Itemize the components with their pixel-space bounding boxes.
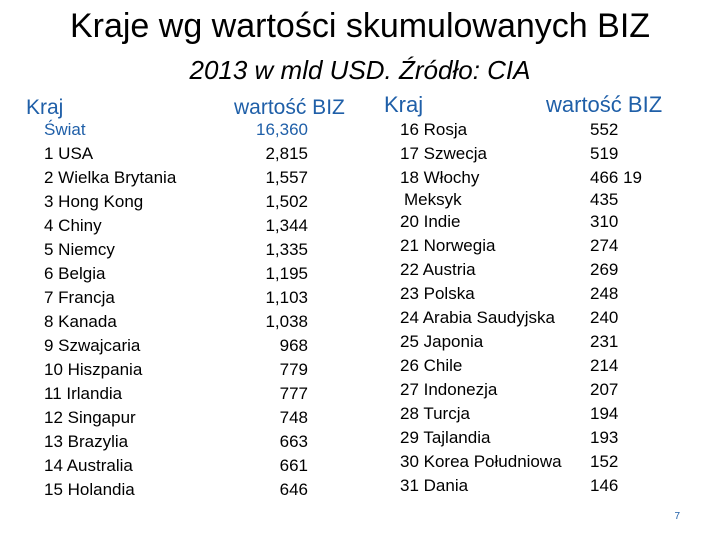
left-row-value: 779 [279,360,308,379]
right-value-list: 552 519 466 19 435 310 274 269 248 240 2… [590,118,642,498]
left-row-label: 1 USA [44,144,94,163]
right-row-label: 17 Szwecja [400,144,487,163]
right-row-value: 552 [590,120,619,139]
left-row-value: 1,557 [265,168,308,187]
left-row-value: 1,103 [265,288,308,307]
right-row-label: 28 Turcja [400,404,470,423]
left-row-label: 15 Holandia [44,480,135,499]
right-row-value: 519 [590,144,619,163]
page-number: 7 [674,511,680,522]
right-row-value: 207 [590,380,619,399]
right-row-label: 20 Indie [400,212,461,231]
left-row-label: 13 Brazylia [44,432,129,451]
right-row-value: 193 [590,428,619,447]
right-row-label: 21 Norwegia [400,236,496,255]
left-row-label: 6 Belgia [44,264,106,283]
right-row-value: 152 [590,452,619,471]
right-row-value: 269 [590,260,619,279]
left-row-value: 968 [279,336,308,355]
right-row-value: 240 [590,308,619,327]
right-row-value: 274 [590,236,619,255]
right-row-value: 310 [590,212,619,231]
right-row-value: 466 19 [590,168,642,187]
left-header-value: wartość BIZ [234,96,345,119]
left-row-label: 14 Australia [44,456,133,475]
left-row-value: 2,815 [265,144,308,163]
right-row-label: 22 Austria [400,260,476,279]
right-row-value: 194 [590,404,619,423]
right-row-label: 23 Polska [400,284,475,303]
right-header-value: wartość BIZ [546,92,663,117]
left-row-value: 1,335 [265,240,308,259]
left-row-value: 1,502 [265,192,308,211]
left-row-label: 5 Niemcy [44,240,115,259]
left-value-list: 16,360 2,815 1,557 1,502 1,344 1,335 1,1… [236,118,308,502]
left-row-value: 16,360 [256,120,308,139]
left-row-value: 748 [279,408,308,427]
right-row-label: Meksyk [404,190,462,209]
right-row-label: 26 Chile [400,356,463,375]
right-country-list: 16 Rosja 17 Szwecja 18 Włochy Meksyk 20 … [400,118,562,498]
left-row-label: 12 Singapur [44,408,136,427]
left-row-label: 8 Kanada [44,312,117,331]
left-country-list: Świat 1 USA 2 Wielka Brytania 3 Hong Kon… [44,118,176,502]
right-row-label: 30 Korea Południowa [400,452,562,471]
right-row-value: 248 [590,284,619,303]
left-row-value: 661 [279,456,308,475]
right-row-label: 16 Rosja [400,120,468,139]
left-row-label: 3 Hong Kong [44,192,144,211]
right-row-value: 231 [590,332,619,351]
slide-title: Kraje wg wartości skumulowanych BIZ [69,7,651,45]
right-row-value: 435 [590,190,619,209]
right-row-label: 29 Tajlandia [400,428,491,447]
right-row-label: 31 Dania [400,476,469,495]
left-row-label: 10 Hiszpania [44,360,143,379]
left-row-value: 663 [279,432,308,451]
left-row-label: 11 Irlandia [44,384,123,403]
left-row-label: Świat [44,120,86,139]
left-row-value: 1,195 [265,264,308,283]
right-row-value: 214 [590,356,619,375]
left-row-label: 7 Francja [44,288,115,307]
right-row-label: 24 Arabia Saudyjska [400,308,555,327]
right-row-label: 25 Japonia [400,332,484,351]
right-row-label: 27 Indonezja [400,380,498,399]
right-header-country: Kraj [384,92,424,117]
right-row-label: 18 Włochy [400,168,480,187]
left-row-label: 9 Szwajcaria [44,336,141,355]
left-row-label: 4 Chiny [44,216,102,235]
left-row-value: 777 [279,384,308,403]
left-row-value: 1,344 [265,216,308,235]
right-row-value: 146 [590,476,619,495]
left-header-country: Kraj [26,96,64,119]
left-row-label: 2 Wielka Brytania [44,168,177,187]
left-row-value: 1,038 [265,312,308,331]
left-row-value: 646 [279,480,308,499]
slide-subtitle: 2013 w mld USD. Źródło: CIA [189,55,531,85]
